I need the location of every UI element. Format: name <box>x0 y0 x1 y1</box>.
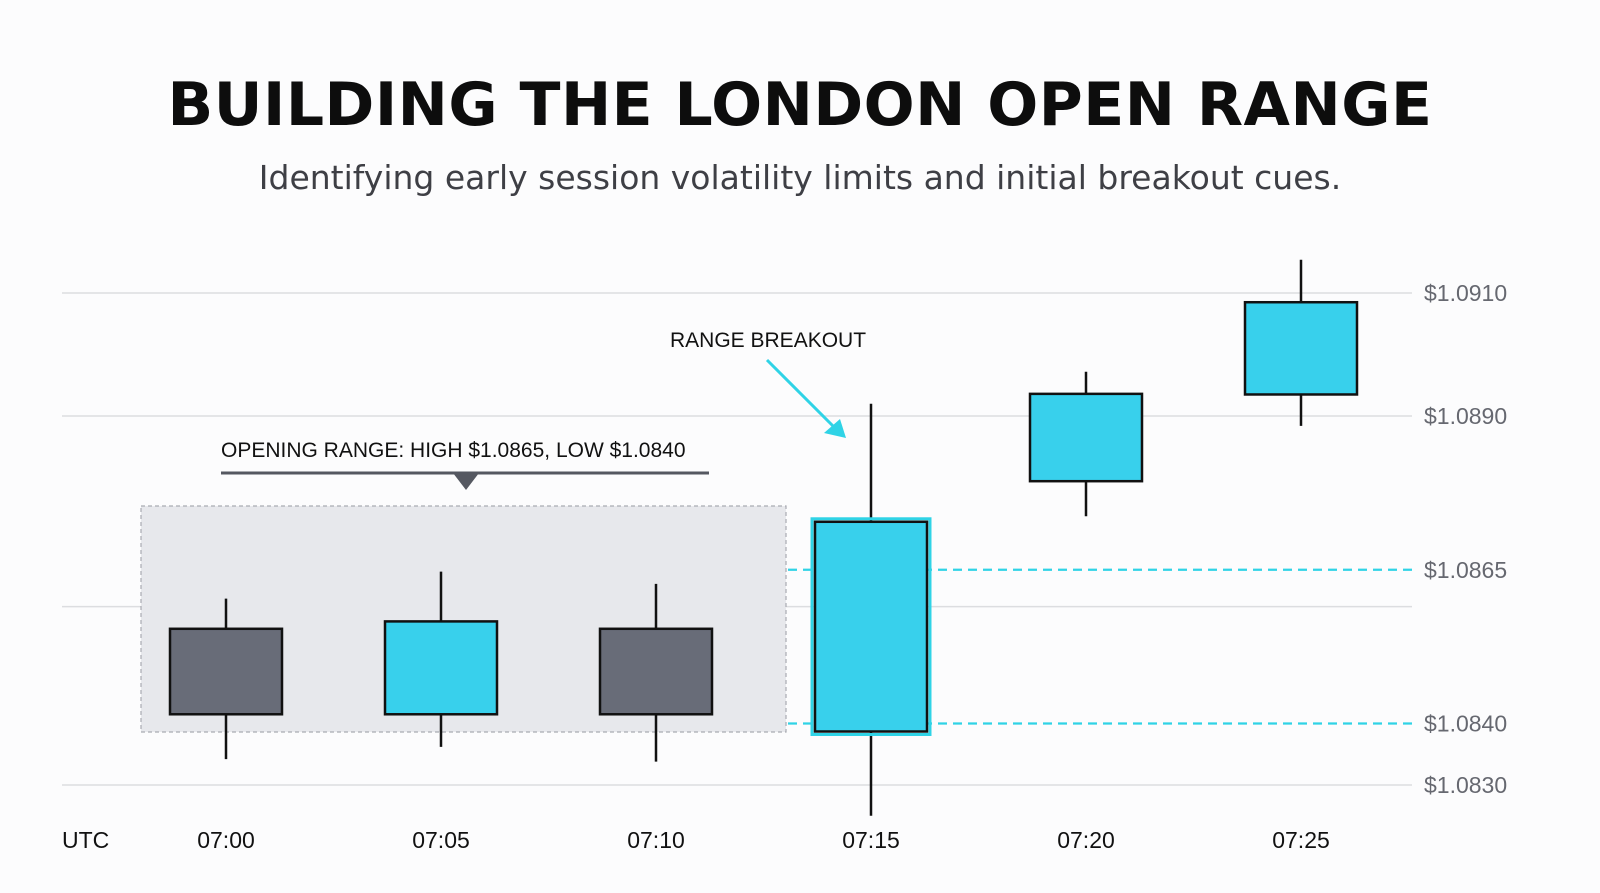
y-tick-label: $1.0865 <box>1424 557 1507 583</box>
x-tick-label: 07:10 <box>627 827 685 853</box>
x-tick-label: 07:05 <box>412 827 470 853</box>
candle-0720 <box>1028 371 1144 517</box>
x-axis-unit-label: UTC <box>62 827 109 853</box>
candle-0705 <box>383 571 499 747</box>
x-tick-label: 07:00 <box>197 827 255 853</box>
y-tick-label: $1.0910 <box>1424 280 1507 306</box>
opening-range-label: OPENING RANGE: HIGH $1.0865, LOW $1.0840 <box>221 439 686 462</box>
chart-subtitle: Identifying early session volatility lim… <box>258 158 1342 197</box>
y-tick-label: $1.0890 <box>1424 403 1507 429</box>
chart-title: BUILDING THE LONDON OPEN RANGE <box>167 70 1433 140</box>
candle-0700 <box>168 598 284 760</box>
annotation-layer: OPENING RANGE: HIGH $1.0865, LOW $1.0840… <box>221 329 866 490</box>
breakout-label: RANGE BREAKOUT <box>670 329 866 352</box>
x-tick-label: 07:15 <box>842 827 900 853</box>
opening-range-layer <box>140 505 1412 733</box>
x-tick-label: 07:25 <box>1272 827 1330 853</box>
candle-0715 <box>810 403 932 816</box>
x-tick-label: 07:20 <box>1057 827 1115 853</box>
candle-body <box>813 520 929 733</box>
candle-body <box>168 627 284 716</box>
candle-body <box>1243 300 1359 396</box>
opening-range-pointer <box>453 473 479 490</box>
candle-0725 <box>1243 259 1359 426</box>
breakout-arrow-line <box>765 358 840 433</box>
axis-layer: $1.0910 $1.0890 $1.0865 $1.0840 $1.0830 UTC 07… <box>62 280 1507 853</box>
y-tick-label: $1.0830 <box>1424 772 1507 798</box>
candle-0710 <box>598 583 714 762</box>
y-tick-label: $1.0840 <box>1424 711 1507 737</box>
breakout-arrow-head <box>824 419 846 438</box>
candle-body <box>383 620 499 716</box>
candle-body <box>598 627 714 716</box>
candle-layer <box>168 259 1359 816</box>
candle-body <box>1028 392 1144 483</box>
candle-highlight <box>810 517 932 736</box>
